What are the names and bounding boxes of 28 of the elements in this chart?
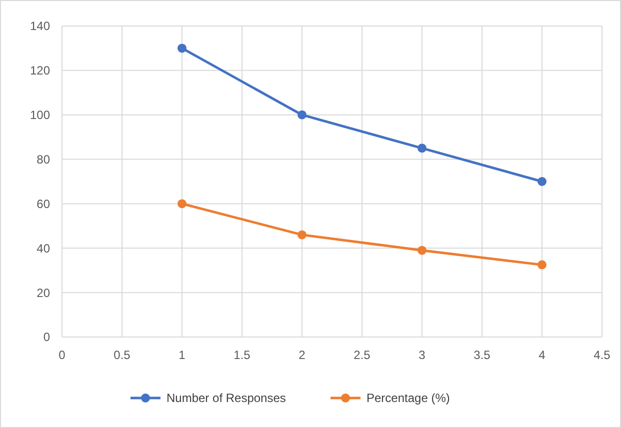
point — [418, 246, 426, 255]
x-tick-label: 3.5 — [474, 348, 491, 362]
y-tick-label: 140 — [30, 19, 50, 34]
x-tick-label: 2 — [298, 348, 306, 362]
y-tick-label: 20 — [36, 286, 50, 300]
point — [418, 144, 426, 153]
y-tick-label: 120 — [30, 64, 50, 78]
legend-label: Percentage (%) — [366, 391, 450, 406]
x-tick-label: 1 — [178, 348, 186, 362]
x-tick-label: 4.5 — [594, 348, 611, 362]
x-tick-label: 1.5 — [234, 348, 251, 362]
point — [298, 230, 306, 240]
point — [298, 110, 306, 120]
y-tick-label: 0 — [43, 330, 50, 344]
legend-label: Number of Responses — [166, 391, 286, 406]
x-tick-label: 0 — [58, 348, 66, 362]
x-tick-label: 2.5 — [354, 348, 371, 362]
point — [538, 260, 546, 270]
point — [178, 199, 186, 208]
x-tick-label: 0.5 — [114, 348, 131, 362]
x-tick-label: 4 — [538, 348, 546, 362]
point — [538, 177, 546, 186]
y-tick-label: 60 — [36, 196, 50, 211]
y-tick-label: 80 — [36, 152, 50, 166]
y-tick-label: 100 — [30, 108, 50, 122]
x-tick-label: 3 — [418, 348, 426, 362]
y-tick-label: 40 — [36, 241, 50, 256]
point — [178, 44, 186, 53]
